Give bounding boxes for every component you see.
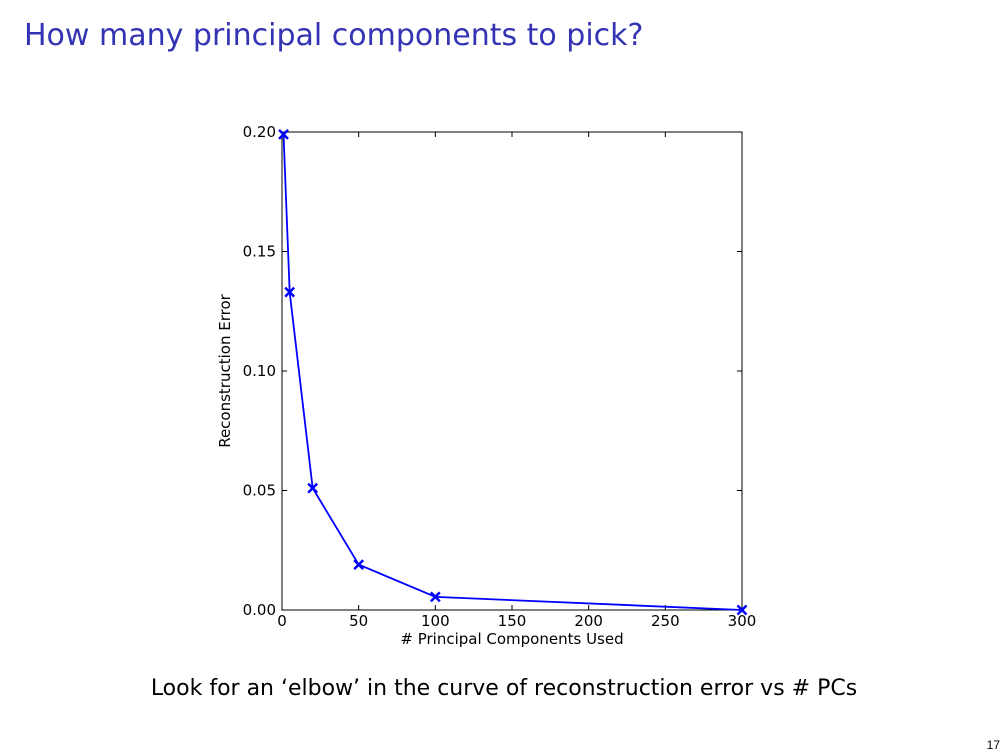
x-tick-label: 0: [277, 612, 287, 630]
y-tick-label: 0.15: [243, 243, 276, 261]
x-tick-label: 250: [651, 612, 680, 630]
plot-frame: [281, 131, 743, 611]
data-point-marker: [736, 604, 748, 616]
y-tick-label: 0.05: [243, 482, 276, 500]
x-tick-label: 100: [421, 612, 450, 630]
slide-title: How many principal components to pick?: [24, 18, 644, 53]
y-axis-label: Reconstruction Error: [216, 293, 234, 447]
reconstruction-error-chart: 0 50 100 150 200 250 300 0.000.050.100.150.20 …: [216, 123, 756, 648]
page-number: 17: [986, 738, 1000, 752]
series-layer: [278, 129, 748, 616]
x-tick-label: 150: [498, 612, 527, 630]
series-line: [282, 134, 743, 611]
x-axis: 0 50 100 150 200 250 300: [277, 132, 756, 630]
data-point-marker: [429, 591, 441, 603]
data-point-marker: [284, 286, 296, 298]
y-tick-label: 0.10: [243, 362, 276, 380]
x-tick-label: 50: [349, 612, 368, 630]
x-tick-label: 300: [728, 612, 757, 630]
x-axis-label: # Principal Components Used: [400, 630, 623, 648]
x-tick-label: 200: [574, 612, 603, 630]
data-point-marker: [278, 129, 289, 140]
y-tick-label: 0.00: [243, 601, 276, 619]
slide-caption: Look for an ‘elbow’ in the curve of reco…: [150, 676, 858, 701]
y-tick-label: 0.20: [243, 123, 276, 141]
data-point-marker: [353, 559, 365, 570]
data-point-marker: [307, 482, 319, 494]
y-axis: 0.00 0.05 0.10 0.15 0.20: [243, 123, 742, 619]
plot-area: [281, 131, 743, 611]
